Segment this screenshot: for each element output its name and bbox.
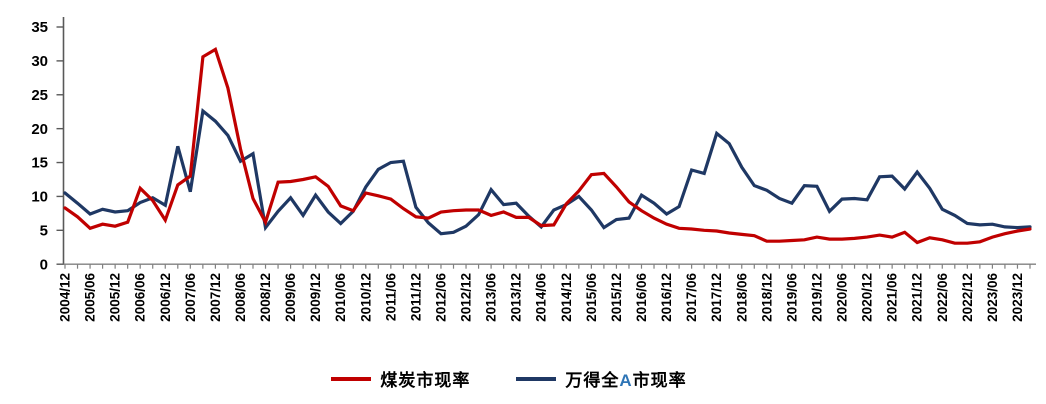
x-tick-label: 2020/06 <box>835 273 850 322</box>
wind-all-a-legend-label: 万得全A市现率 <box>565 371 687 390</box>
x-tick-label: 2022/12 <box>960 273 975 322</box>
line-chart: 0 5 10 15 20 25 30 35 2004/12 2005/06 2005/12 2006/… <box>31 17 1036 322</box>
y-tick-label: 20 <box>31 121 48 138</box>
x-tick-label: 2014/06 <box>534 273 549 322</box>
x-tick-label: 2008/12 <box>258 273 273 322</box>
x-tick-label: 2020/12 <box>860 273 875 322</box>
coal-line-swatch <box>331 376 372 381</box>
x-tick-label: 2023/12 <box>1010 273 1025 322</box>
x-tick-label: 2010/06 <box>333 273 348 322</box>
x-tick-label: 2009/12 <box>308 273 323 322</box>
legend: 煤炭市现率 万得全A市现率 <box>0 366 1032 391</box>
x-tick-label: 2018/06 <box>734 273 749 322</box>
y-tick-label: 35 <box>31 19 48 36</box>
coal-legend-label: 煤炭市现率 <box>380 371 471 390</box>
y-tick-label: 10 <box>31 189 48 206</box>
legend-item-coal: 煤炭市现率 <box>331 366 470 391</box>
x-tick-label: 2016/06 <box>634 273 649 322</box>
x-tick-label: 2007/12 <box>208 273 223 322</box>
x-tick-label: 2016/12 <box>659 273 674 322</box>
x-tick-label: 2017/12 <box>709 273 724 322</box>
series-line-0 <box>63 47 1032 245</box>
x-tick-label: 2013/12 <box>509 273 524 322</box>
y-tick-label: 15 <box>31 155 48 172</box>
x-tick-label: 2006/12 <box>158 273 173 322</box>
x-tick-label: 2012/06 <box>433 273 448 322</box>
x-tick-label: 2008/06 <box>233 273 248 322</box>
series-line-1 <box>63 107 1032 236</box>
x-tick-label: 2021/12 <box>910 273 925 322</box>
y-tick-label: 0 <box>40 256 48 273</box>
x-tick-label: 2011/12 <box>408 273 423 321</box>
x-tick-label: 2021/06 <box>885 273 900 322</box>
x-tick-label: 2010/12 <box>358 273 373 322</box>
y-tick-label: 30 <box>31 53 48 70</box>
x-tick-label: 2018/12 <box>759 273 774 322</box>
x-tick-label: 2015/12 <box>609 273 624 322</box>
x-tick-label: 2004/12 <box>58 273 73 322</box>
x-tick-label: 2015/06 <box>584 273 599 322</box>
x-tick-label: 2011/06 <box>383 273 398 322</box>
y-tick-label: 25 <box>31 87 48 104</box>
x-tick-label: 2009/06 <box>283 273 298 322</box>
x-tick-label: 2013/06 <box>484 273 499 322</box>
legend-item-wind-all-a: 万得全A市现率 <box>516 366 686 391</box>
wind-all-a-line-swatch <box>516 376 557 381</box>
x-tick-label: 2007/06 <box>183 273 198 322</box>
x-tick-label: 2005/06 <box>83 273 98 322</box>
x-tick-label: 2012/12 <box>459 273 474 322</box>
x-tick-label: 2019/06 <box>784 273 799 322</box>
x-tick-label: 2019/12 <box>809 273 824 322</box>
x-tick-label: 2005/12 <box>108 273 123 322</box>
x-tick-label: 2017/06 <box>684 273 699 322</box>
x-tick-label: 2014/12 <box>559 273 574 322</box>
y-tick-label: 5 <box>40 223 48 240</box>
x-tick-label: 2022/06 <box>935 273 950 322</box>
x-tick-label: 2006/06 <box>133 273 148 322</box>
x-tick-label: 2023/06 <box>985 273 1000 322</box>
